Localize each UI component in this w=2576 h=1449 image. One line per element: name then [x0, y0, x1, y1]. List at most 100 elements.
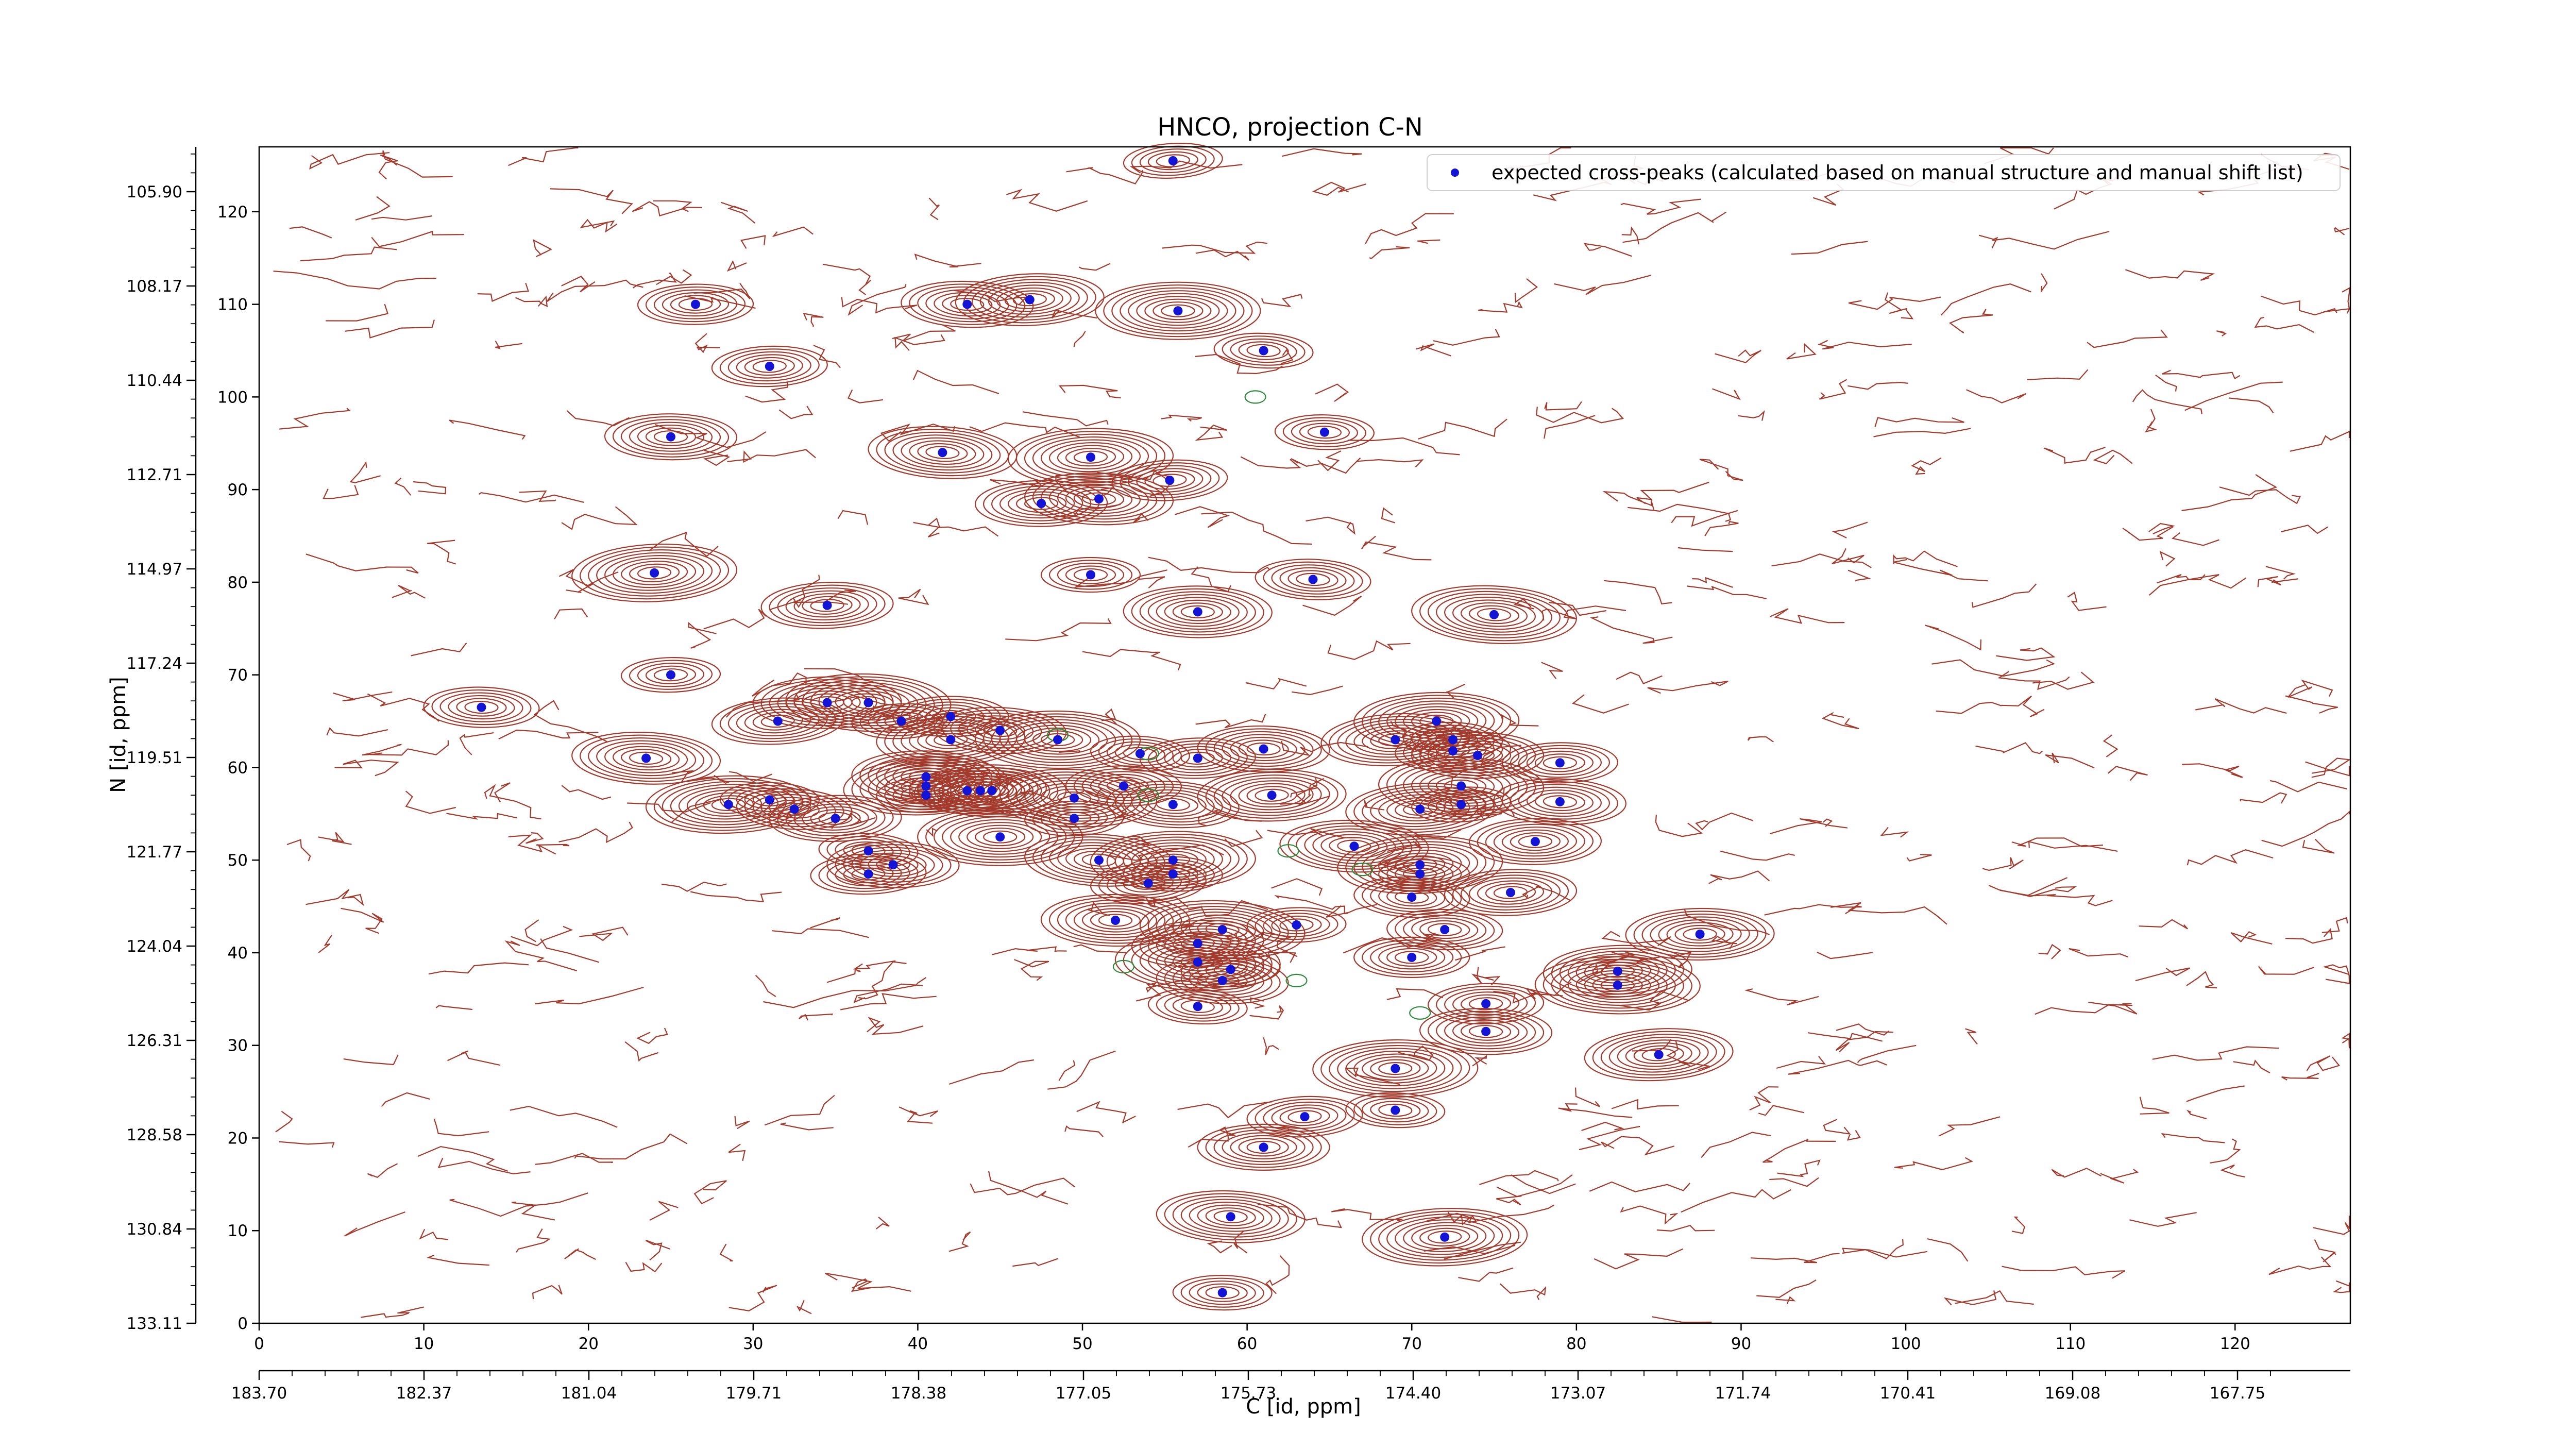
- x-tick-label: 60: [1237, 1335, 1257, 1353]
- peak-contour: [1353, 936, 1470, 979]
- noise-contour: [309, 152, 390, 170]
- peak-contour: [1493, 778, 1626, 825]
- noise-contour: [484, 784, 541, 820]
- peak-contour: [1049, 809, 1100, 828]
- peak-contour: [1370, 856, 1470, 892]
- cross-peak-point: [1143, 879, 1153, 888]
- noise-contour: [2032, 671, 2095, 690]
- noise-contour: [2069, 948, 2129, 958]
- noise-contour: [803, 312, 824, 327]
- noise-contour: [511, 925, 573, 947]
- peak-contour: [752, 794, 836, 824]
- peak-contour: [996, 287, 1063, 312]
- peak-contour: [1172, 934, 1223, 953]
- noise-contour: [1191, 566, 1232, 593]
- secondary-x-tick-label: 174.40: [1385, 1384, 1441, 1403]
- peak-contour: [1378, 1062, 1413, 1075]
- peak-contour: [1386, 908, 1503, 951]
- noise-contour: [1656, 1224, 1715, 1232]
- peak-contour: [1065, 902, 1166, 938]
- noise-contour: [1636, 481, 1709, 504]
- peak-contour: [678, 786, 778, 823]
- peak-contour: [1197, 1283, 1248, 1302]
- noise-contour: [1758, 1105, 1805, 1116]
- peak-contour: [1378, 1214, 1512, 1261]
- peak-contour: [1395, 912, 1495, 948]
- noise-contour: [1005, 618, 1112, 642]
- noise-contour: [1306, 516, 1355, 535]
- cross-peak-point: [1168, 800, 1178, 810]
- peak-contour: [925, 811, 1075, 864]
- negative-contour: [1409, 1006, 1431, 1020]
- secondary-x-tick-label: 167.75: [2210, 1384, 2265, 1403]
- noise-contour: [822, 263, 871, 295]
- cross-peak-point: [962, 299, 972, 309]
- noise-contour: [1058, 750, 1080, 753]
- noise-contour: [1589, 1181, 1690, 1192]
- noise-contour: [345, 319, 435, 339]
- cross-peak-point: [1226, 965, 1235, 974]
- noise-contour: [535, 1153, 614, 1165]
- peak-contour: [1282, 417, 1366, 447]
- noise-contour: [627, 802, 711, 813]
- cross-peak-point: [1193, 957, 1202, 967]
- noise-contour: [1681, 1189, 1791, 1213]
- peak-contour: [1114, 744, 1165, 763]
- y-tick-label: 20: [228, 1129, 248, 1148]
- noise-contour: [478, 492, 584, 503]
- peak-contour: [1386, 887, 1437, 907]
- peak-contour: [1197, 1123, 1330, 1171]
- peak-contour: [727, 703, 828, 739]
- peak-contour: [1370, 1059, 1421, 1078]
- noise-contour: [2182, 763, 2243, 778]
- cross-peak-point: [1613, 966, 1622, 976]
- noise-contour: [740, 235, 766, 249]
- noise-contour: [1873, 428, 1971, 437]
- noise-contour: [2148, 574, 2247, 596]
- peak-contour: [1065, 565, 1116, 584]
- peak-contour: [1205, 771, 1338, 819]
- x-axis: 0 10 20 30 40 50 60 70 80 90 100 110 120: [254, 1323, 2250, 1353]
- cross-peak-point: [1193, 753, 1202, 763]
- peak-contour: [958, 778, 1026, 803]
- noise-contour: [1821, 712, 1859, 730]
- peak-contour: [1081, 492, 1116, 506]
- cross-peak-point: [1118, 781, 1128, 791]
- negative-contour: [1112, 959, 1134, 974]
- peak-contour: [588, 737, 705, 779]
- negative-contour: [1285, 973, 1308, 988]
- noise-contour: [1129, 160, 1243, 174]
- y-axis: 0 10 20 30 40 50 60 70 80 90 100 110 120: [217, 203, 259, 1333]
- noise-contour: [1472, 1055, 1487, 1067]
- noise-contour: [2011, 837, 2103, 847]
- noise-contour: [417, 1145, 509, 1172]
- noise-contour: [1911, 457, 1942, 475]
- noise-contour: [1263, 1037, 1279, 1055]
- peak-contour: [1073, 905, 1158, 936]
- noise-contour: [1292, 685, 1343, 696]
- peak-contour: [1625, 907, 1775, 961]
- noise-contour: [2228, 397, 2274, 414]
- cross-peak-point: [946, 735, 956, 745]
- peak-contour: [1164, 931, 1231, 956]
- peak-contour: [1172, 602, 1223, 621]
- secondary-y-tick-label: 114.97: [127, 560, 182, 579]
- secondary-y-tick-label: 124.04: [127, 937, 182, 956]
- cross-peak-point: [1168, 156, 1178, 165]
- peak-contour: [1180, 1000, 1215, 1013]
- legend: expected cross-peaks (calculated based o…: [1427, 154, 2341, 191]
- peak-contour: [1468, 605, 1520, 625]
- noise-contour: [1558, 1103, 1633, 1118]
- peak-contour: [621, 749, 672, 768]
- cross-peak-point: [765, 795, 774, 805]
- peak-contour: [975, 828, 1026, 847]
- peak-contour: [1012, 293, 1047, 307]
- peak-contour: [979, 281, 1080, 318]
- peak-contour: [917, 286, 1018, 323]
- noise-contour: [1894, 1157, 1974, 1170]
- noise-contour: [653, 200, 692, 212]
- noise-contour: [799, 1013, 834, 1021]
- peak-contour: [1131, 588, 1264, 636]
- peak-contour: [1048, 481, 1149, 517]
- noise-contour: [1511, 1174, 1576, 1194]
